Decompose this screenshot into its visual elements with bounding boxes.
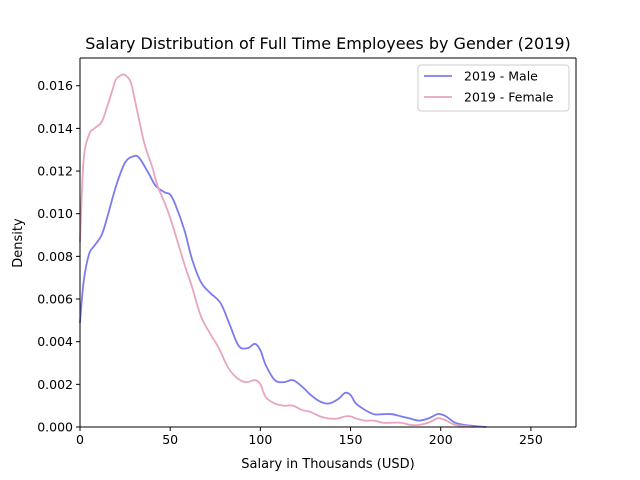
series-line-male: [79, 154, 487, 428]
y-tick-label: 0.000: [37, 420, 73, 435]
y-tick-label: 0.016: [37, 78, 73, 93]
x-tick-label: 0: [76, 432, 84, 447]
x-axis-ticks: 0 50 100 150 200 250: [76, 427, 543, 447]
series-line-female: [79, 73, 475, 428]
chart-title: Salary Distribution of Full Time Employe…: [85, 34, 571, 53]
y-tick-label: 0.012: [37, 164, 73, 179]
plot-background: [80, 58, 576, 427]
legend-label: 2019 - Female: [464, 90, 554, 105]
x-tick-label: 50: [162, 432, 178, 447]
axes-spines: [79, 57, 577, 428]
y-tick-label: 0.008: [37, 249, 73, 264]
y-tick-label: 0.002: [37, 377, 73, 392]
x-tick-label: 200: [429, 432, 453, 447]
plot-area: 0 50 100 150 200 250 0.0000.0020.0040.0060.00…: [37, 57, 577, 447]
legend-label: 2019 - Male: [464, 69, 538, 84]
legend-box: [417, 64, 570, 112]
x-tick-label: 250: [519, 432, 543, 447]
y-tick-label: 0.004: [37, 334, 73, 349]
x-axis-label: Salary in Thousands (USD): [241, 457, 414, 472]
series-layer: [79, 73, 487, 428]
y-axis-label: Density: [11, 218, 26, 268]
x-tick-label: 150: [339, 432, 363, 447]
y-axis-ticks: 0.000 0.002 0.004 0.006 0.008 0.010 0.012 0.014…: [37, 78, 80, 435]
legend: 2019 - Male 2019 - Female: [417, 64, 570, 112]
y-tick-label: 0.006: [37, 292, 73, 307]
y-tick-label: 0.010: [37, 206, 73, 221]
legend-items: 2019 - Male 2019 - Female: [424, 69, 554, 105]
x-tick-label: 100: [248, 432, 272, 447]
y-tick-label: 0.014: [37, 121, 73, 136]
